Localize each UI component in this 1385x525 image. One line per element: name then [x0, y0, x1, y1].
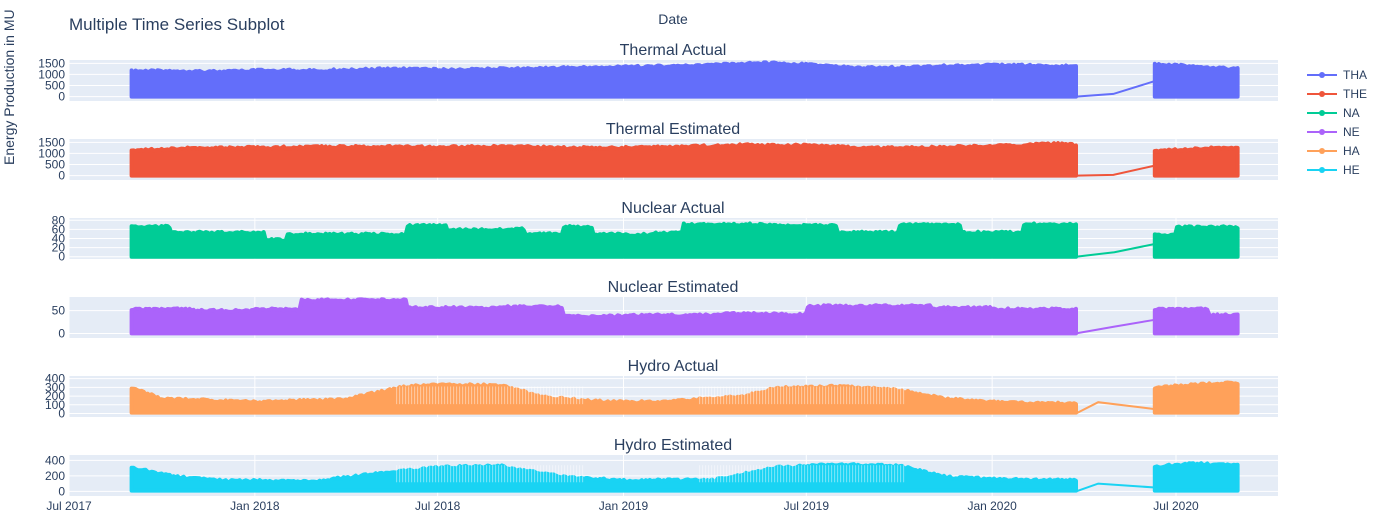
- y-tick-label: 1000: [38, 146, 65, 160]
- legend-label: HA: [1343, 144, 1360, 158]
- subplot-title: Hydro Estimated: [614, 437, 732, 454]
- x-tick-label: Jul 2017: [46, 499, 92, 513]
- legend-label: THE: [1343, 87, 1367, 101]
- legend-item-he[interactable]: HE: [1307, 163, 1360, 177]
- legend-item-ha[interactable]: HA: [1307, 144, 1360, 158]
- series-band: [129, 462, 1078, 493]
- x-tick-label: Jul 2019: [784, 499, 830, 513]
- y-tick-label: 100: [45, 398, 65, 412]
- x-tick-label: Jan 2020: [967, 499, 1017, 513]
- subplot-title: Thermal Estimated: [606, 121, 740, 138]
- y-tick-label: 0: [58, 407, 65, 421]
- y-tick-label: 0: [58, 326, 65, 340]
- chart-title: Multiple Time Series Subplot: [69, 15, 285, 34]
- gap-connector-line: [1075, 401, 1155, 415]
- legend-item-the[interactable]: THE: [1307, 87, 1367, 101]
- subplot-title: Nuclear Actual: [621, 200, 724, 217]
- gap-connector-line: [1075, 318, 1155, 335]
- y-tick-label: 200: [45, 469, 65, 483]
- y-tick-label: 300: [45, 380, 65, 394]
- y-tick-label: 80: [52, 213, 66, 227]
- series-band: [1152, 380, 1240, 415]
- series-he: [129, 461, 1240, 493]
- y-tick-label: 60: [52, 222, 66, 236]
- y-tick-label: 50: [52, 304, 66, 318]
- legend-marker-icon: [1319, 91, 1325, 97]
- x-tick-label: Jul 2018: [415, 499, 461, 513]
- x-tick-label: Jul 2020: [1153, 499, 1199, 513]
- y-tick-label: 400: [45, 372, 65, 386]
- gap-connector-line: [1075, 482, 1155, 493]
- x-axis-label: Date: [658, 11, 688, 27]
- legend-label: HE: [1343, 163, 1360, 177]
- series-band: [129, 221, 1078, 259]
- subplot-title: Thermal Actual: [620, 42, 727, 59]
- y-tick-label: 200: [45, 389, 65, 403]
- series-band: [1152, 461, 1240, 493]
- y-tick-label: 1500: [38, 56, 65, 70]
- series-na: [129, 221, 1240, 259]
- y-tick-label: 500: [45, 78, 65, 92]
- legend-item-na[interactable]: NA: [1307, 106, 1360, 120]
- gap-connector-line: [1075, 80, 1156, 98]
- y-axis-label: Energy Production in MU: [1, 9, 17, 165]
- y-tick-label: 0: [58, 169, 65, 183]
- x-tick-label: Jan 2018: [230, 499, 280, 513]
- legend-marker-icon: [1319, 148, 1325, 154]
- series-ne: [129, 297, 1240, 336]
- subplot-ne: 50 0 Nuclear Estimated: [52, 279, 1278, 340]
- series-band: [129, 297, 1078, 336]
- series-band: [1152, 61, 1240, 99]
- legend-marker-icon: [1319, 72, 1325, 78]
- series-band: [129, 382, 1078, 415]
- y-tick-label: 400: [45, 453, 65, 467]
- legend-marker-icon: [1319, 110, 1325, 116]
- legend[interactable]: THA THE NA NE HA HE: [1307, 68, 1367, 177]
- subplot-title: Nuclear Estimated: [608, 279, 739, 296]
- gap-connector-line: [1075, 243, 1155, 258]
- legend-marker-icon: [1319, 129, 1325, 135]
- x-axis-ticks: Jul 2017 Jan 2018 Jul 2018 Jan 2019 Jul 2019…: [46, 499, 1199, 513]
- legend-marker-icon: [1319, 167, 1325, 173]
- y-tick-label: 0: [58, 250, 65, 264]
- y-tick-label: 1000: [38, 67, 65, 81]
- gap-connector-line: [1075, 164, 1156, 177]
- legend-item-tha[interactable]: THA: [1307, 68, 1367, 82]
- y-tick-label: 0: [58, 484, 65, 498]
- series-ha: [129, 380, 1240, 415]
- legend-label: NA: [1343, 106, 1360, 120]
- y-tick-label: 0: [58, 90, 65, 104]
- subplot-title: Hydro Actual: [628, 358, 719, 375]
- series-the: [129, 141, 1240, 178]
- y-tick-label: 500: [45, 157, 65, 171]
- series-band: [1152, 145, 1240, 178]
- series-tha: [129, 60, 1240, 99]
- series-band: [129, 141, 1078, 178]
- series-band: [1152, 224, 1240, 259]
- y-tick-label: 20: [52, 241, 66, 255]
- series-band: [1152, 306, 1240, 336]
- legend-label: THA: [1343, 68, 1367, 82]
- legend-label: NE: [1343, 125, 1360, 139]
- series-band: [129, 60, 1078, 99]
- x-tick-label: Jan 2019: [599, 499, 649, 513]
- legend-item-ne[interactable]: NE: [1307, 125, 1360, 139]
- y-tick-label: 40: [52, 232, 66, 246]
- y-tick-label: 1500: [38, 135, 65, 149]
